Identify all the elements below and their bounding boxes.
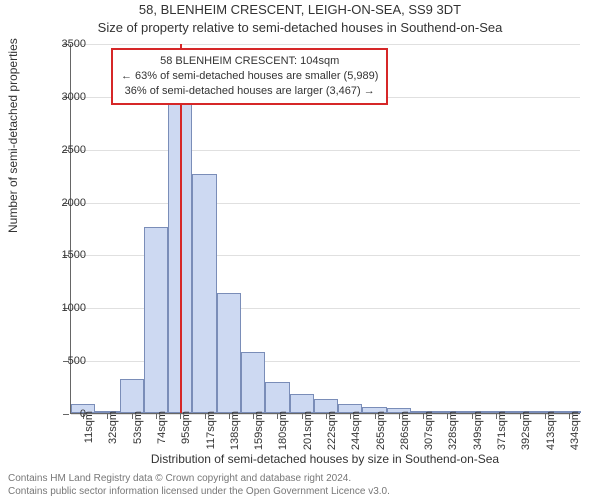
x-tick-label: 138sqm — [229, 411, 241, 450]
x-tick-label: 265sqm — [375, 411, 387, 450]
histogram-chart: 58, BLENHEIM CRESCENT, LEIGH-ON-SEA, SS9… — [0, 0, 600, 500]
annotation-line: ← 63% of semi-detached houses are smalle… — [121, 69, 378, 84]
x-tick-label: 74sqm — [156, 411, 168, 444]
x-tick-label: 392sqm — [520, 411, 532, 450]
x-tick-label: 434sqm — [569, 411, 581, 450]
y-tick-label: 2500 — [62, 144, 86, 156]
x-tick-label: 53sqm — [132, 411, 144, 444]
y-tick-label: 0 — [80, 408, 86, 420]
x-tick-label: 222sqm — [326, 411, 338, 450]
histogram-bar — [192, 174, 216, 413]
histogram-bar — [144, 227, 168, 413]
y-tick-label: 3000 — [62, 91, 86, 103]
grid-line — [71, 203, 580, 204]
x-tick-label: 117sqm — [205, 411, 217, 449]
x-tick-label: 180sqm — [277, 411, 289, 450]
histogram-bar — [241, 352, 265, 413]
x-tick-label: 413sqm — [545, 411, 557, 450]
x-tick-label: 328sqm — [447, 411, 459, 450]
chart-title: 58, BLENHEIM CRESCENT, LEIGH-ON-SEA, SS9… — [0, 2, 600, 17]
histogram-bar — [265, 382, 289, 413]
annotation-line: 58 BLENHEIM CRESCENT: 104sqm — [121, 54, 378, 69]
footer-line-2: Contains public sector information licen… — [8, 485, 390, 498]
y-tick-label: 3500 — [62, 38, 86, 50]
y-tick-label: 2000 — [62, 197, 86, 209]
x-tick-label: 349sqm — [472, 411, 484, 450]
annotation-box: 58 BLENHEIM CRESCENT: 104sqm← 63% of sem… — [111, 48, 388, 105]
grid-line — [71, 150, 580, 151]
annotation-line: 36% of semi-detached houses are larger (… — [121, 84, 378, 99]
chart-subtitle: Size of property relative to semi-detach… — [0, 20, 600, 35]
x-tick-label: 201sqm — [302, 411, 314, 450]
y-tick-label: 1000 — [62, 302, 86, 314]
x-tick-label: 244sqm — [350, 411, 362, 450]
x-tick-label: 95sqm — [180, 411, 192, 444]
x-tick-label: 32sqm — [107, 411, 119, 444]
histogram-bar — [217, 293, 241, 414]
plot-area: 11sqm32sqm53sqm74sqm95sqm117sqm138sqm159… — [70, 44, 580, 414]
footer-line-1: Contains HM Land Registry data © Crown c… — [8, 472, 390, 485]
x-axis-label: Distribution of semi-detached houses by … — [70, 452, 580, 466]
grid-line — [71, 44, 580, 45]
y-axis-label: Number of semi-detached properties — [6, 38, 20, 233]
x-tick-label: 159sqm — [253, 411, 265, 450]
y-tick-label: 1500 — [62, 249, 86, 261]
y-tick-label: 500 — [68, 355, 86, 367]
x-tick-label: 286sqm — [399, 411, 411, 450]
y-tick — [63, 414, 69, 415]
footer-attribution: Contains HM Land Registry data © Crown c… — [8, 472, 390, 498]
x-tick-label: 371sqm — [496, 411, 508, 450]
histogram-bar — [120, 379, 144, 413]
x-tick-label: 307sqm — [423, 411, 435, 450]
